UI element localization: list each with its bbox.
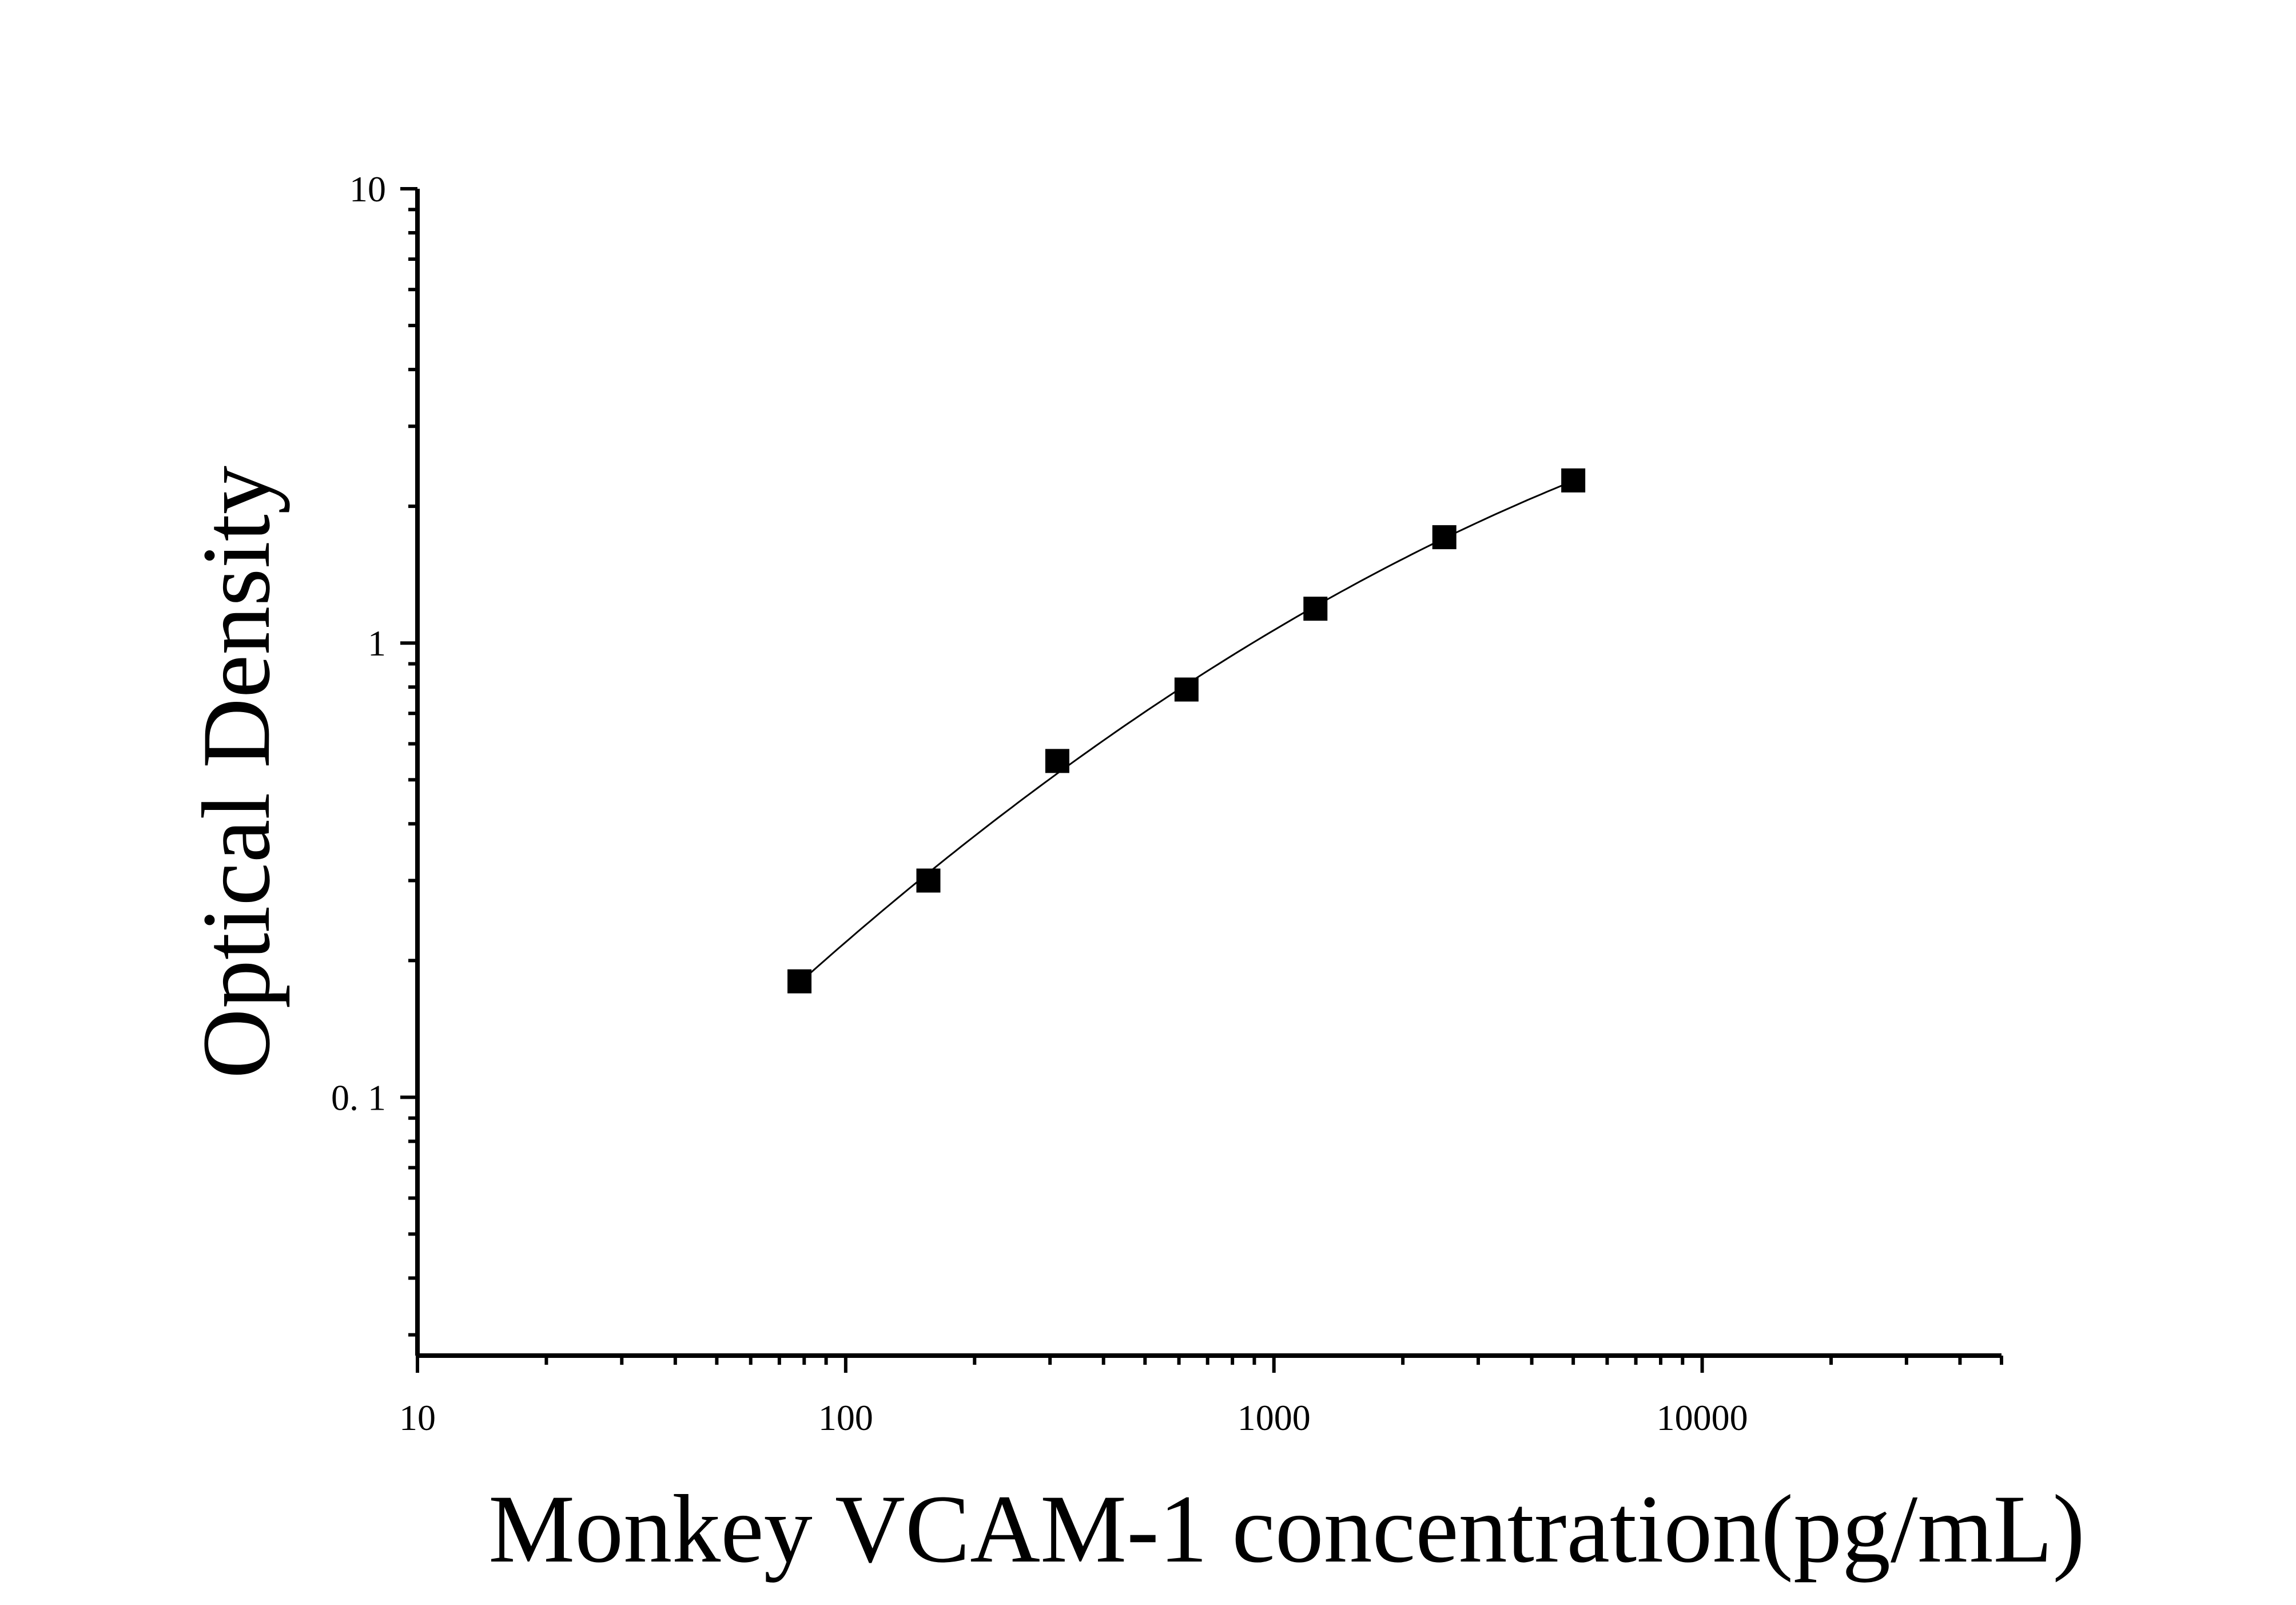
data-point	[1174, 677, 1199, 702]
y-tick-label: 1	[368, 623, 386, 664]
data-point	[787, 969, 812, 994]
y-tick-label: 0. 1	[331, 1077, 386, 1118]
axis-ticks	[400, 187, 2003, 1373]
x-axis-title: Monkey VCAM-1 concentration(pg/mL)	[488, 1475, 2085, 1583]
data-point	[916, 868, 941, 893]
x-tick-label: 100	[818, 1397, 873, 1438]
data-point	[1045, 749, 1069, 773]
data-points	[787, 468, 1586, 994]
x-tick-label: 1000	[1237, 1397, 1311, 1438]
x-tick-label: 10000	[1657, 1397, 1748, 1438]
y-tick-label: 10	[349, 169, 386, 209]
y-axis-title: Optical Density	[182, 466, 290, 1079]
data-point	[1561, 468, 1586, 492]
data-point	[1303, 597, 1328, 621]
data-point	[1432, 525, 1457, 550]
x-tick-label: 10	[399, 1397, 436, 1438]
fit-curve	[799, 480, 1574, 984]
tick-labels: 10 100 1000 10000 10 1 0. 1	[331, 169, 1748, 1438]
